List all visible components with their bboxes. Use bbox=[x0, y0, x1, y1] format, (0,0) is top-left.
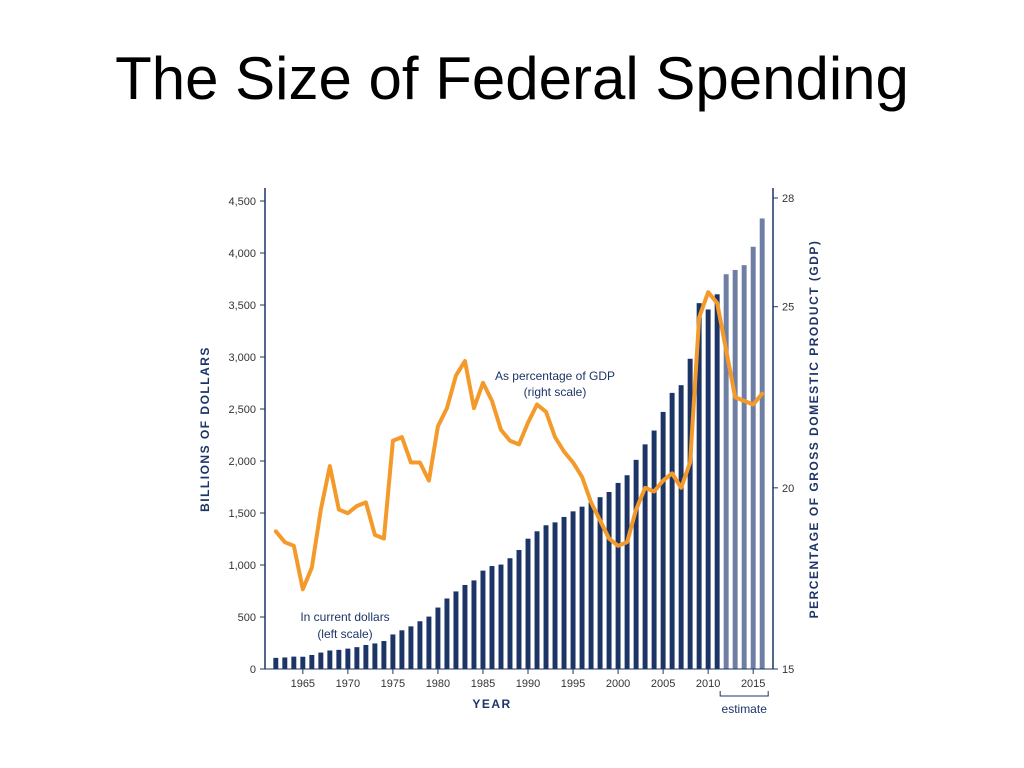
bar-1995 bbox=[570, 511, 576, 669]
y-axis-title-left: BILLIONS OF DOLLARS bbox=[198, 346, 212, 512]
bar-1974 bbox=[381, 641, 387, 669]
bar-1970 bbox=[345, 648, 351, 669]
bar-1988 bbox=[507, 558, 513, 669]
bar-1992 bbox=[543, 525, 549, 669]
bar-2003 bbox=[642, 444, 648, 669]
bar-2011 bbox=[714, 294, 720, 669]
bar-2005 bbox=[660, 411, 666, 669]
bar-1994 bbox=[561, 516, 567, 669]
x-tick-label: 1970 bbox=[336, 678, 360, 690]
bar-1982 bbox=[453, 591, 459, 669]
bar-1962 bbox=[273, 657, 279, 669]
bar-1965 bbox=[300, 656, 306, 669]
bar-2008 bbox=[687, 358, 693, 669]
x-tick-label: 2005 bbox=[651, 678, 675, 690]
x-tick-label: 2010 bbox=[696, 678, 720, 690]
bar-series bbox=[273, 218, 765, 669]
bar-2010 bbox=[705, 309, 711, 669]
y-tick-label-right: 28 bbox=[782, 193, 794, 205]
estimate-label: estimate bbox=[722, 702, 768, 716]
bar-1967 bbox=[318, 652, 324, 669]
tick-labels: 0 500 1,000 1,500 2,000 2,500 3,000 3,500 4,000 4… bbox=[228, 193, 794, 690]
bar-2009 bbox=[696, 303, 702, 669]
bar-1990 bbox=[525, 538, 531, 669]
y-tick-label-left: 2,000 bbox=[228, 456, 256, 468]
line-annotation-line2: (right scale) bbox=[524, 385, 587, 399]
y-tick-label-left: 4,000 bbox=[228, 248, 256, 260]
y-tick-label-left: 2,500 bbox=[228, 404, 256, 416]
bar-1980 bbox=[435, 607, 441, 669]
x-axis-title: YEAR bbox=[472, 697, 511, 711]
y-tick-label-right: 20 bbox=[782, 483, 794, 495]
bar-2004 bbox=[651, 430, 657, 669]
y-tick-label-left: 3,000 bbox=[228, 352, 256, 364]
line-annotation-line1: As percentage of GDP bbox=[495, 369, 615, 383]
bar-1996 bbox=[579, 506, 585, 669]
bar-1986 bbox=[489, 566, 495, 669]
slide-title: The Size of Federal Spending bbox=[115, 45, 909, 112]
bar-1968 bbox=[327, 650, 333, 669]
y-tick-label-left: 1,000 bbox=[228, 560, 256, 572]
x-tick-label: 1975 bbox=[381, 678, 405, 690]
estimate-bracket bbox=[719, 691, 769, 697]
bar-2014 bbox=[741, 265, 747, 669]
bar-2002 bbox=[633, 459, 639, 669]
bar-1973 bbox=[372, 643, 378, 669]
x-tick-label: 1980 bbox=[426, 678, 450, 690]
bar-1989 bbox=[516, 550, 522, 669]
bar-1975 bbox=[390, 634, 396, 669]
bar-1971 bbox=[354, 647, 360, 669]
bar-1966 bbox=[309, 654, 315, 669]
bar-2000 bbox=[615, 482, 621, 669]
bar-2001 bbox=[624, 475, 630, 669]
bar-2015 bbox=[750, 246, 756, 669]
y-tick-label-right: 25 bbox=[782, 302, 794, 314]
bar-1963 bbox=[282, 657, 288, 669]
y-tick-label-left: 0 bbox=[250, 664, 256, 676]
bar-2006 bbox=[669, 392, 675, 669]
bar-1978 bbox=[417, 621, 423, 669]
y-tick-label-right: 15 bbox=[782, 664, 794, 676]
x-tick-label: 1965 bbox=[291, 678, 315, 690]
bar-1999 bbox=[606, 491, 612, 669]
bar-1969 bbox=[336, 649, 342, 669]
bar-1985 bbox=[480, 570, 486, 669]
bar-1984 bbox=[471, 580, 477, 669]
gdp-percentage-line bbox=[273, 290, 765, 592]
x-tick-label: 1990 bbox=[516, 678, 540, 690]
bar-1991 bbox=[534, 531, 540, 669]
axes bbox=[260, 188, 778, 674]
bar-2016 bbox=[759, 218, 765, 669]
bar-2007 bbox=[678, 385, 684, 669]
bar-2013 bbox=[732, 269, 738, 669]
bar-1981 bbox=[444, 598, 450, 669]
bar-1979 bbox=[426, 616, 432, 669]
bar-1998 bbox=[597, 497, 603, 669]
x-tick-label: 1985 bbox=[471, 678, 495, 690]
gdp-line-series bbox=[273, 290, 765, 592]
bar-1997 bbox=[588, 502, 594, 669]
bars-annotation-line1: In current dollars bbox=[300, 610, 389, 624]
bars-annotation-line2: (left scale) bbox=[317, 627, 372, 641]
x-tick-label: 2015 bbox=[741, 678, 765, 690]
x-tick-label: 1995 bbox=[561, 678, 585, 690]
y-tick-label-left: 3,500 bbox=[228, 300, 256, 312]
bar-2012 bbox=[723, 274, 729, 669]
bar-1976 bbox=[399, 630, 405, 669]
x-tick-label: 2000 bbox=[606, 678, 630, 690]
bar-1972 bbox=[363, 644, 369, 669]
y-tick-label-left: 1,500 bbox=[228, 508, 256, 520]
bar-1987 bbox=[498, 564, 504, 669]
y-tick-label-left: 500 bbox=[238, 612, 256, 624]
y-tick-label-left: 4,500 bbox=[228, 196, 256, 208]
y-axis-title-right: PERCENTAGE OF GROSS DOMESTIC PRODUCT (GD… bbox=[807, 240, 821, 619]
bar-1964 bbox=[291, 656, 297, 669]
bar-1983 bbox=[462, 584, 468, 669]
bar-1977 bbox=[408, 626, 414, 669]
federal-spending-chart: BILLIONS OF DOLLARS PERCENTAGE OF GROSS … bbox=[198, 188, 821, 716]
bar-1993 bbox=[552, 522, 558, 669]
